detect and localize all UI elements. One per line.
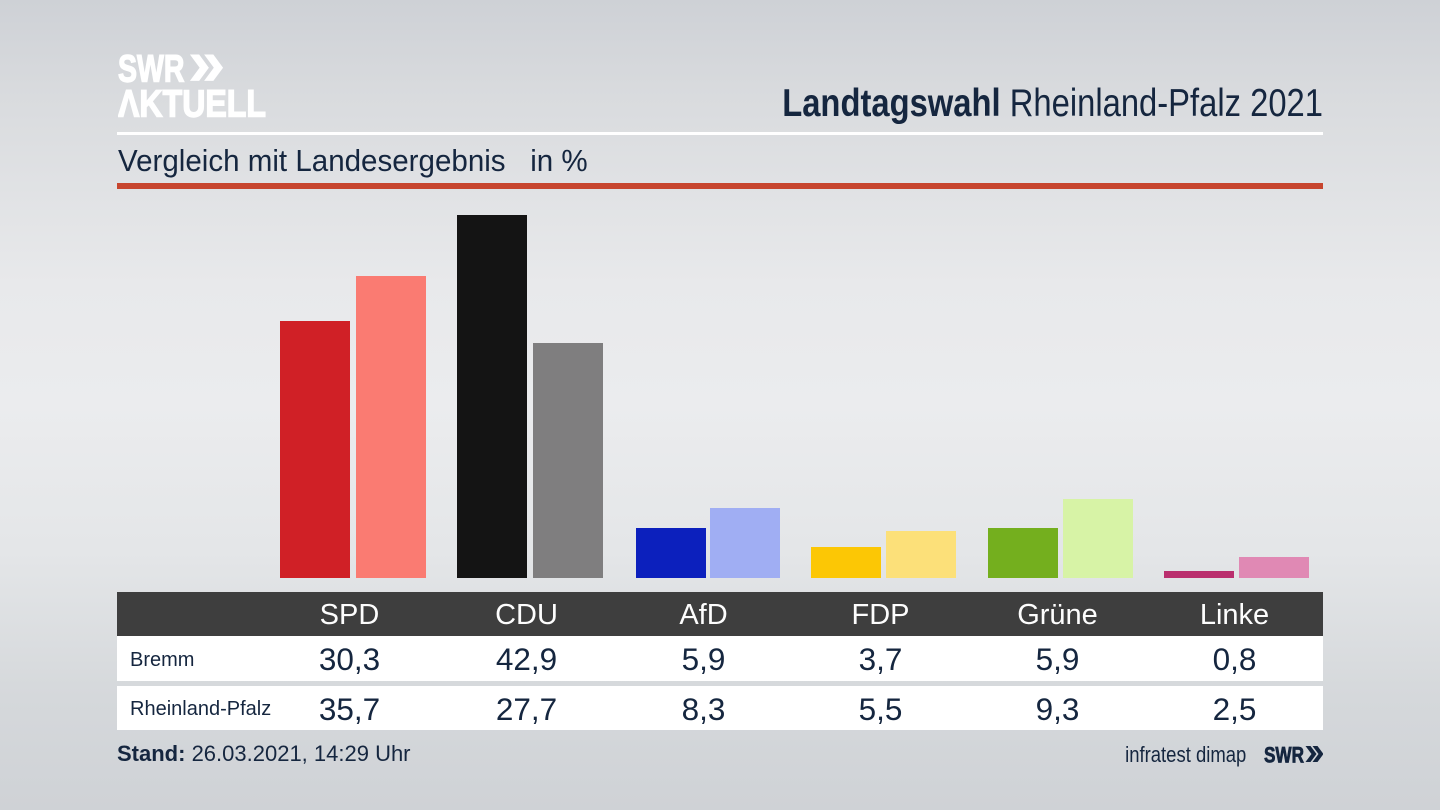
svg-text:ΛKTUELL: ΛKTUELL: [118, 83, 266, 119]
svg-text:SWR: SWR: [1264, 745, 1304, 765]
svg-text:SWR: SWR: [118, 53, 185, 90]
